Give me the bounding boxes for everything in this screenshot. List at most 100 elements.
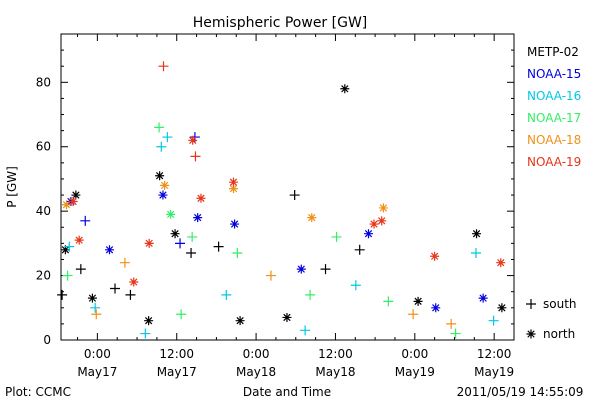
data-point-north (166, 209, 176, 219)
data-point-south (450, 328, 461, 339)
data-point-north (158, 190, 168, 200)
data-point-north (497, 303, 507, 313)
data-point-south (488, 315, 499, 326)
marker-legend-symbol (526, 329, 536, 339)
data-point-north (472, 229, 482, 239)
data-point-north (87, 293, 97, 303)
data-point-south (350, 280, 361, 291)
data-point-north (196, 193, 206, 203)
data-point-south (62, 270, 73, 281)
data-point-north (430, 251, 440, 261)
data-point-north (160, 180, 170, 190)
x-tick-date: May17 (77, 365, 117, 379)
data-point-north (60, 245, 70, 255)
x-tick-time: 12:00 (318, 347, 353, 361)
x-axis-label: Date and Time (243, 385, 331, 399)
data-point-south (176, 309, 187, 320)
data-point-north (369, 219, 379, 229)
data-point-north (307, 213, 317, 223)
marker-legend-symbol (526, 299, 536, 309)
data-point-north (144, 238, 154, 248)
data-point-south (408, 309, 419, 320)
y-axis-label: P [GW] (5, 166, 19, 208)
marker-legend-label: south (543, 297, 577, 311)
legend-item: NOAA-16 (527, 89, 581, 103)
data-point-north (296, 264, 306, 274)
data-point-north (71, 190, 81, 200)
data-point-south (232, 248, 243, 259)
x-tick-time: 0:00 (243, 347, 270, 361)
data-point-south (57, 289, 68, 300)
data-point-north (364, 229, 374, 239)
data-point-south (213, 241, 224, 252)
y-axis: 0 20 40 60 80 (36, 33, 514, 347)
data-point-south (265, 270, 276, 281)
plot-credit: Plot: CCMC (5, 385, 71, 399)
data-point-south (75, 264, 86, 275)
x-tick-time: 0:00 (401, 347, 428, 361)
data-point-north (62, 200, 72, 210)
data-point-north (378, 203, 388, 213)
data-point-south (331, 231, 342, 242)
data-point-north (230, 219, 240, 229)
data-point-north (104, 245, 114, 255)
data-point-north (129, 277, 139, 287)
x-tick-date: May17 (157, 365, 197, 379)
y-tick-label: 20 (36, 269, 51, 283)
data-point-north (170, 229, 180, 239)
x-tick-date: May18 (315, 365, 355, 379)
data-point-south (446, 318, 457, 329)
data-point-south (156, 141, 167, 152)
data-point-south (175, 238, 186, 249)
data-point-north (282, 312, 292, 322)
legend: METP-02 NOAA-15 NOAA-16 NOAA-17 NOAA-18 NOAA-… (527, 45, 581, 169)
plot-timestamp: 2011/05/19 14:55:09 (457, 385, 584, 399)
data-point-north (228, 184, 238, 194)
plot-frame (60, 33, 515, 341)
data-point-south (470, 248, 481, 259)
data-point-north (188, 135, 198, 145)
data-point-south (300, 325, 311, 336)
data-point-south (162, 132, 173, 143)
marker-legend-label: north (543, 327, 575, 341)
data-point-south (110, 283, 121, 294)
data-point-north (431, 303, 441, 313)
legend-item: NOAA-19 (527, 155, 581, 169)
legend-item: NOAA-18 (527, 133, 581, 147)
data-point-south (90, 302, 101, 313)
data-points (57, 61, 507, 339)
legend-item: NOAA-17 (527, 111, 581, 125)
data-point-south (64, 241, 75, 252)
x-axis: 0:00 May17 12:00 May17 0:00 May18 12:00 May18 0:… (77, 34, 515, 379)
data-point-south (187, 231, 198, 242)
data-point-south (320, 264, 331, 275)
data-point-north (193, 213, 203, 223)
data-point-north (377, 216, 387, 226)
data-point-north (228, 177, 238, 187)
data-point-south (140, 328, 151, 339)
data-point-south (158, 61, 169, 72)
data-point-south (119, 257, 130, 268)
data-point-north (235, 316, 245, 326)
data-point-south (354, 244, 365, 255)
x-tick-time: 12:00 (477, 347, 512, 361)
data-point-north (340, 84, 350, 94)
y-tick-label: 60 (36, 140, 51, 154)
data-point-south (190, 151, 201, 162)
data-point-south (80, 215, 91, 226)
data-point-north (155, 171, 165, 181)
data-point-south (383, 296, 394, 307)
data-point-south (305, 289, 316, 300)
data-point-north (478, 293, 488, 303)
legend-item: METP-02 (527, 45, 579, 59)
marker-legend: south north (526, 297, 577, 341)
data-point-south (91, 309, 102, 320)
chart-title: Hemispheric Power [GW] (193, 15, 368, 31)
x-tick-date: May19 (474, 365, 514, 379)
data-point-north (496, 258, 506, 268)
data-point-south (289, 190, 300, 201)
data-point-south (125, 289, 136, 300)
x-tick-time: 12:00 (159, 347, 194, 361)
x-tick-date: May19 (395, 365, 435, 379)
